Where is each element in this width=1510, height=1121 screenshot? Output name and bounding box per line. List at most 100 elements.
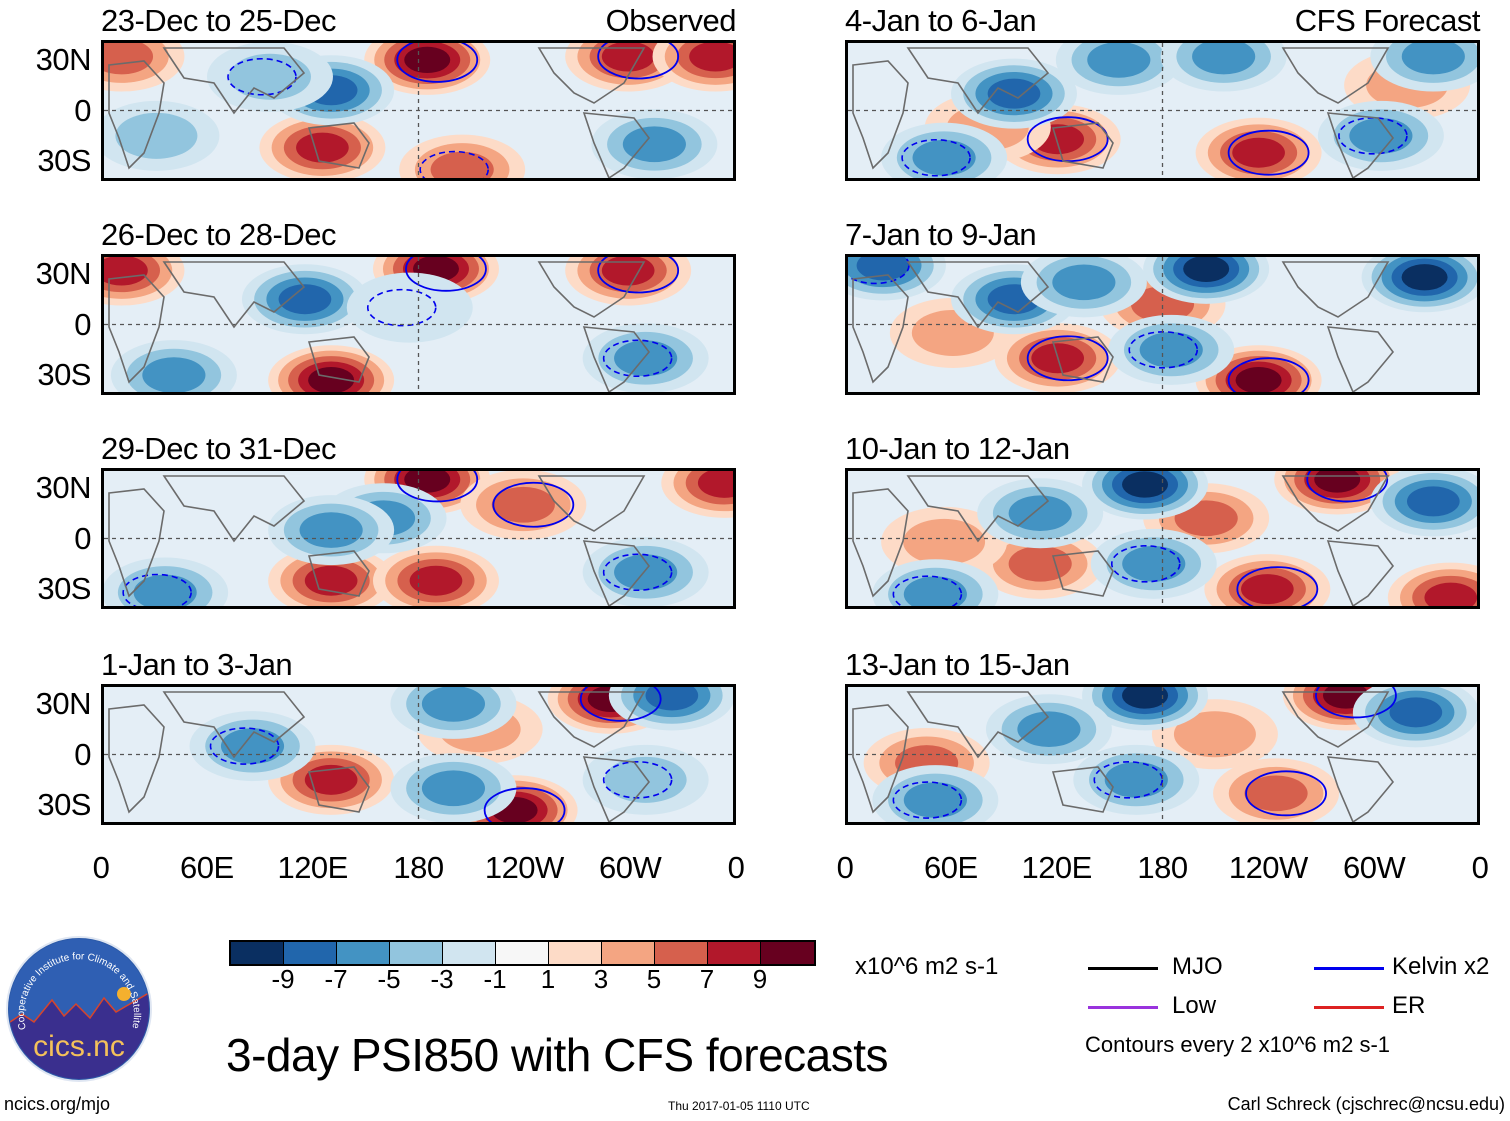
anomaly-contour-fill [421, 687, 486, 722]
longitude-tick-label: 120W [484, 850, 564, 885]
coastline [108, 274, 165, 384]
colorbar-tick-label: -1 [483, 964, 507, 994]
coastline [307, 550, 370, 597]
anomaly-contour-fill [1173, 711, 1256, 758]
anomaly-contour-fill [1192, 43, 1256, 75]
positive-anomaly [1204, 554, 1331, 606]
legend-line-mjo [1088, 967, 1158, 970]
kelvin-contour [579, 687, 662, 722]
anomaly-contour-fill [296, 132, 349, 163]
negative-anomaly [872, 765, 999, 822]
kelvin-contour-negative [892, 781, 963, 819]
coastline [162, 691, 306, 759]
negative-anomaly [1143, 257, 1270, 304]
anomaly-map [845, 684, 1480, 825]
panel-title: 7-Jan to 9-Jan [845, 217, 1037, 252]
colorbar-tick-label: 1 [540, 964, 556, 994]
negative-anomaly [268, 495, 395, 566]
coastline [906, 47, 1050, 115]
anomaly-contour-fill [220, 728, 285, 764]
negative-anomaly [207, 43, 333, 112]
anomaly-contour-fill [1122, 545, 1186, 582]
negative-anomaly [591, 109, 718, 178]
longitude-tick-label: 0 [1471, 850, 1489, 885]
positive-anomaly [372, 545, 499, 606]
footer-timestamp: Thu 2017-01-05 1110 UTC [668, 1099, 810, 1113]
kelvin-contour [405, 257, 487, 292]
kelvin-contour-negative [419, 150, 489, 178]
coastline [1326, 756, 1395, 822]
coastline [1281, 261, 1390, 318]
cics-logo: Cooperative Institute for Climate and Sa… [4, 934, 152, 1082]
anomaly-contour-fill [1008, 545, 1072, 582]
anomaly-contour-fill [1104, 761, 1168, 798]
kelvin-contour [1026, 335, 1109, 382]
colorbar-tick-label: 9 [752, 964, 768, 994]
legend-line-kelvin [1314, 967, 1384, 970]
negative-anomaly [390, 753, 517, 822]
longitude-tick-label: 60W [599, 850, 662, 885]
panel-title: 26-Dec to 28-Dec [101, 217, 336, 252]
coastline [537, 47, 646, 104]
kelvin-contour-negative [1093, 761, 1164, 799]
colorbar-segment [284, 942, 337, 964]
coastline [582, 540, 651, 606]
kelvin-contour-negative [122, 573, 192, 606]
negative-anomaly [390, 687, 517, 739]
anomaly-map [101, 254, 736, 395]
anomaly-contour-fill [1017, 711, 1081, 748]
colorbar-tick-label: -5 [377, 964, 401, 994]
anomaly-contour-fill [903, 782, 967, 818]
anomaly-map [845, 40, 1480, 181]
longitude-tick-label: 120W [1228, 850, 1308, 885]
negative-anomaly [977, 478, 1104, 549]
negative-anomaly [1352, 687, 1477, 748]
anomaly-contour-fill [856, 257, 910, 281]
coastline [108, 488, 165, 598]
positive-anomaly [104, 43, 185, 92]
anomaly-contour-fill [430, 151, 494, 178]
contour-interval-note: Contours every 2 x10^6 m2 s-1 [1085, 1032, 1391, 1057]
longitude-tick-label: 60E [923, 850, 978, 885]
anomaly-contour-fill [133, 574, 197, 606]
footer-website-link[interactable]: ncics.org/mjo [4, 1094, 111, 1114]
anomaly-contour-fill [987, 78, 1041, 109]
anomaly-contour-fill [278, 284, 332, 315]
kelvin-contour [1236, 566, 1319, 606]
legend-label-kelvin: Kelvin x2 [1392, 953, 1490, 980]
latitude-tick-label: 30S [37, 143, 91, 179]
anomaly-contour-fill [601, 43, 655, 72]
negative-anomaly [1055, 43, 1182, 95]
kelvin-contour [597, 43, 680, 80]
kelvin-contour [483, 787, 566, 822]
coastline [162, 475, 306, 543]
negative-anomaly [582, 537, 709, 606]
anomaly-map [101, 40, 736, 181]
negative-anomaly [848, 257, 946, 301]
anomaly-contour-fill [614, 554, 678, 591]
longitude-tick-label: 60W [1343, 850, 1406, 885]
anomaly-contour-fill [689, 43, 733, 72]
panel-title: 29-Dec to 31-Dec [101, 431, 336, 466]
negative-anomaly [1370, 471, 1477, 537]
longitude-tick-label: 120E [277, 850, 348, 885]
positive-anomaly [881, 506, 1008, 577]
positive-anomaly [259, 112, 386, 178]
colorbar [229, 940, 816, 966]
kelvin-contour-negative [892, 575, 963, 606]
coastline [162, 261, 306, 329]
coastline [1051, 766, 1114, 813]
negative-anomaly [1370, 43, 1477, 92]
coastline [852, 488, 909, 598]
kelvin-contour-negative [227, 57, 297, 96]
panel-source-tag: Observed [605, 3, 737, 38]
anomaly-map [845, 468, 1480, 609]
colorbar-segment [337, 942, 390, 964]
coastline [906, 261, 1050, 329]
colorbar-segment [231, 942, 284, 964]
anomaly-contour-fill [1349, 117, 1413, 154]
positive-anomaly [268, 545, 395, 606]
negative-anomaly [104, 100, 220, 171]
anomaly-contour-fill [1401, 43, 1465, 75]
coastline [852, 60, 909, 170]
